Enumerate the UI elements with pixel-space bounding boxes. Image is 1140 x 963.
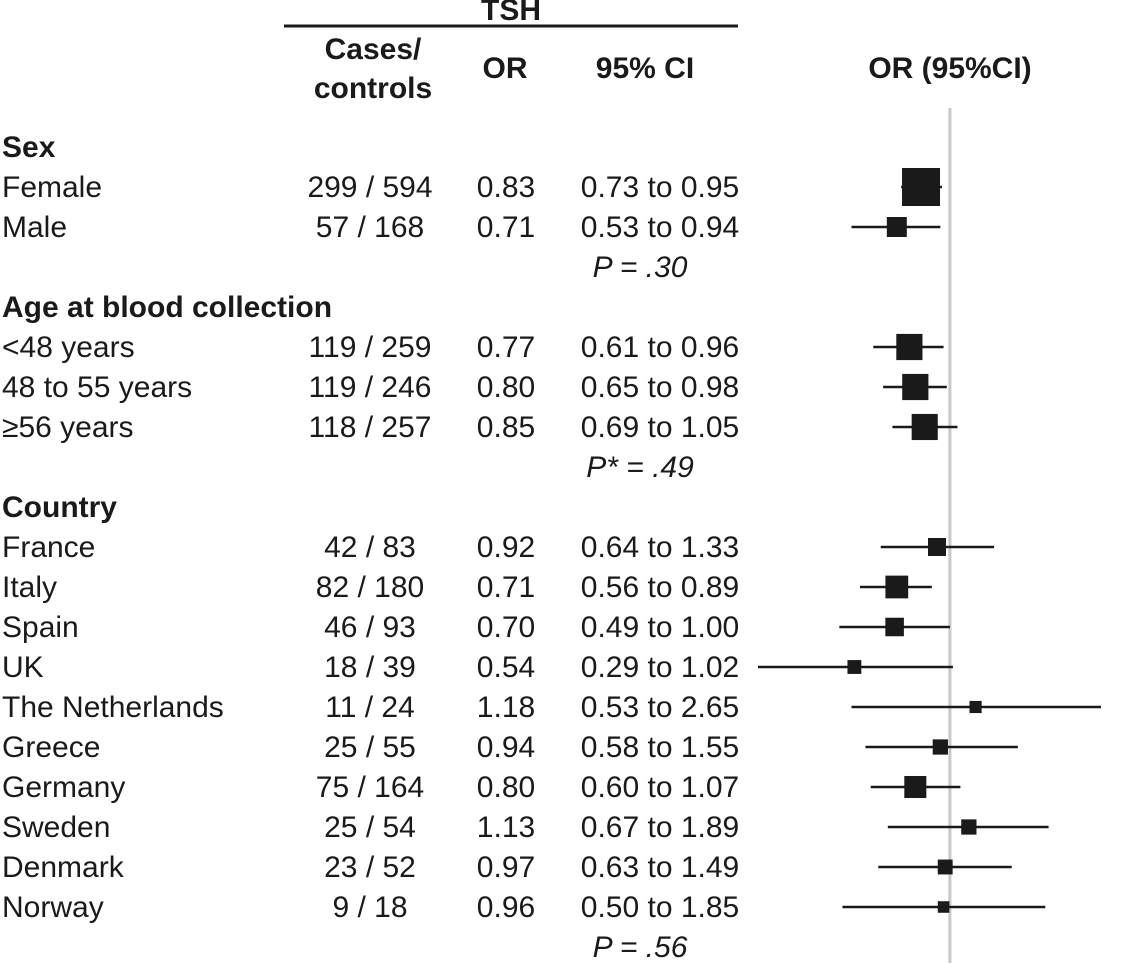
or-header: OR xyxy=(483,52,528,85)
or-marker xyxy=(937,901,950,913)
row-ci: 0.53 to 0.94 xyxy=(581,211,739,244)
row-ci: 0.67 to 1.89 xyxy=(581,811,739,844)
row-ci: 0.49 to 1.00 xyxy=(581,611,739,644)
row-cases: 82 / 180 xyxy=(316,571,424,604)
row-or: 0.77 xyxy=(477,331,535,364)
row-or: 0.80 xyxy=(477,371,535,404)
row-ci: 0.63 to 1.49 xyxy=(581,851,739,884)
row-cases: 25 / 54 xyxy=(324,811,416,844)
row-cases: 57 / 168 xyxy=(316,211,424,244)
or-marker xyxy=(937,859,953,875)
or-marker xyxy=(885,575,909,599)
row-label: UK xyxy=(2,651,44,684)
section-title: Age at blood collection xyxy=(2,291,332,324)
row-cases: 25 / 55 xyxy=(324,731,416,764)
or-marker xyxy=(886,217,907,237)
or-marker xyxy=(911,413,938,441)
row-or: 0.70 xyxy=(477,611,535,644)
group-header: TSH xyxy=(481,0,541,27)
row-label: 48 to 55 years xyxy=(2,371,192,404)
or-marker xyxy=(961,819,977,835)
row-ci: 0.53 to 2.65 xyxy=(581,691,739,724)
row-ci: 0.50 to 1.85 xyxy=(581,891,739,924)
or-marker xyxy=(932,739,948,755)
row-cases: 299 / 594 xyxy=(307,171,432,204)
row-cases: 11 / 24 xyxy=(325,691,415,724)
row-or: 0.80 xyxy=(477,771,535,804)
row-label: The Netherlands xyxy=(2,691,224,724)
or-marker xyxy=(896,333,923,361)
or-marker xyxy=(902,373,929,401)
row-label: France xyxy=(2,531,95,564)
row-cases: 119 / 246 xyxy=(309,371,432,404)
row-label: Sweden xyxy=(2,811,110,844)
row-cases: 46 / 93 xyxy=(324,611,416,644)
row-label: Denmark xyxy=(2,851,125,884)
or-marker xyxy=(904,775,927,799)
row-ci: 0.29 to 1.02 xyxy=(581,651,739,684)
row-or: 0.85 xyxy=(477,411,535,444)
row-cases: 118 / 257 xyxy=(309,411,432,444)
row-cases: 23 / 52 xyxy=(324,851,416,884)
or-marker xyxy=(969,700,982,714)
cases-header-line1: Cases/ xyxy=(325,33,422,66)
row-cases: 9 / 18 xyxy=(332,891,407,924)
row-ci: 0.65 to 0.98 xyxy=(581,371,739,404)
cases-header-line2: controls xyxy=(314,72,432,105)
row-or: 0.83 xyxy=(477,171,535,204)
row-ci: 0.61 to 0.96 xyxy=(581,331,739,364)
row-label: Spain xyxy=(2,611,79,644)
row-cases: 18 / 39 xyxy=(324,651,416,684)
row-label: ≥56 years xyxy=(2,411,134,444)
row-label: Female xyxy=(2,171,102,204)
row-or: 1.13 xyxy=(477,811,535,844)
row-or: 1.18 xyxy=(477,691,535,724)
row-ci: 0.56 to 0.89 xyxy=(581,571,739,604)
row-or: 0.97 xyxy=(477,851,535,884)
row-or: 0.92 xyxy=(477,531,535,564)
table-rows: Sex Female 299 / 594 0.83 0.73 to 0.95 Male 57… xyxy=(2,131,1101,963)
p-value: P = .56 xyxy=(593,931,688,963)
row-or: 0.96 xyxy=(477,891,535,924)
p-value: P = .30 xyxy=(593,251,688,284)
row-label: Male xyxy=(2,211,67,244)
row-label: Italy xyxy=(2,571,57,604)
row-ci: 0.73 to 0.95 xyxy=(581,171,739,204)
p-value: P* = .49 xyxy=(586,451,694,484)
row-or: 0.54 xyxy=(477,651,535,684)
plot-header: OR (95%CI) xyxy=(868,52,1031,85)
row-or: 0.71 xyxy=(477,571,535,604)
row-ci: 0.60 to 1.07 xyxy=(581,771,739,804)
row-ci: 0.69 to 1.05 xyxy=(581,411,739,444)
row-label: Germany xyxy=(2,771,125,804)
row-label: <48 years xyxy=(2,331,135,364)
row-or: 0.71 xyxy=(477,211,535,244)
or-marker xyxy=(902,168,941,206)
row-cases: 119 / 259 xyxy=(309,331,432,364)
section-title: Country xyxy=(2,491,117,524)
row-cases: 42 / 83 xyxy=(324,531,416,564)
section-title: Sex xyxy=(2,131,56,164)
or-marker xyxy=(847,660,862,674)
row-label: Greece xyxy=(2,731,100,764)
row-cases: 75 / 164 xyxy=(316,771,424,804)
row-or: 0.94 xyxy=(477,731,535,764)
row-ci: 0.58 to 1.55 xyxy=(581,731,739,764)
or-marker xyxy=(927,538,946,556)
or-marker xyxy=(885,617,904,637)
row-label: Norway xyxy=(2,891,104,924)
row-ci: 0.64 to 1.33 xyxy=(581,531,739,564)
ci-header: 95% CI xyxy=(596,52,694,85)
